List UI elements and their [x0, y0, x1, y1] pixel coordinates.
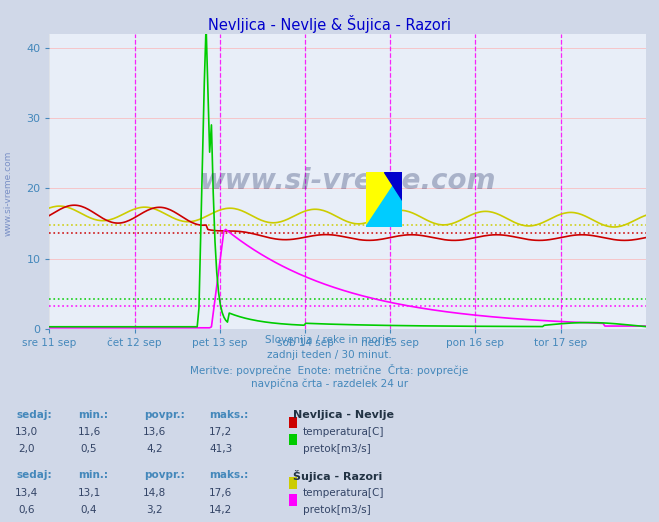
Text: Nevljica - Nevlje & Šujica - Razori: Nevljica - Nevlje & Šujica - Razori	[208, 15, 451, 32]
Polygon shape	[366, 172, 402, 227]
Text: 13,6: 13,6	[143, 427, 167, 437]
Text: 17,6: 17,6	[209, 488, 233, 497]
Polygon shape	[384, 172, 402, 200]
Text: 13,1: 13,1	[77, 488, 101, 497]
Text: sedaj:: sedaj:	[16, 470, 52, 480]
Polygon shape	[366, 172, 402, 227]
Text: 0,6: 0,6	[18, 505, 35, 515]
Text: 14,8: 14,8	[143, 488, 167, 497]
Text: 0,5: 0,5	[80, 444, 98, 454]
Text: pretok[m3/s]: pretok[m3/s]	[303, 444, 371, 454]
Text: 11,6: 11,6	[77, 427, 101, 437]
Text: pretok[m3/s]: pretok[m3/s]	[303, 505, 371, 515]
Text: 17,2: 17,2	[209, 427, 233, 437]
Text: 3,2: 3,2	[146, 505, 163, 515]
Text: navpična črta - razdelek 24 ur: navpična črta - razdelek 24 ur	[251, 379, 408, 389]
Text: min.:: min.:	[78, 410, 108, 420]
Text: 0,4: 0,4	[80, 505, 98, 515]
Text: 41,3: 41,3	[209, 444, 233, 454]
Text: 14,2: 14,2	[209, 505, 233, 515]
Text: Šujica - Razori: Šujica - Razori	[293, 470, 382, 482]
Text: povpr.:: povpr.:	[144, 470, 185, 480]
Text: www.si-vreme.com: www.si-vreme.com	[4, 150, 13, 236]
Text: sedaj:: sedaj:	[16, 410, 52, 420]
Text: temperatura[C]: temperatura[C]	[303, 427, 385, 437]
Text: zadnji teden / 30 minut.: zadnji teden / 30 minut.	[267, 350, 392, 360]
Text: 13,0: 13,0	[14, 427, 38, 437]
Text: maks.:: maks.:	[210, 410, 249, 420]
Text: Meritve: povprečne  Enote: metrične  Črta: povprečje: Meritve: povprečne Enote: metrične Črta:…	[190, 364, 469, 376]
Text: povpr.:: povpr.:	[144, 410, 185, 420]
Text: www.si-vreme.com: www.si-vreme.com	[200, 168, 496, 195]
Text: Slovenija / reke in morje.: Slovenija / reke in morje.	[264, 335, 395, 345]
Text: 13,4: 13,4	[14, 488, 38, 497]
Text: 4,2: 4,2	[146, 444, 163, 454]
Text: min.:: min.:	[78, 470, 108, 480]
Text: 2,0: 2,0	[18, 444, 35, 454]
Text: maks.:: maks.:	[210, 470, 249, 480]
Text: Nevljica - Nevlje: Nevljica - Nevlje	[293, 410, 394, 420]
Text: temperatura[C]: temperatura[C]	[303, 488, 385, 497]
